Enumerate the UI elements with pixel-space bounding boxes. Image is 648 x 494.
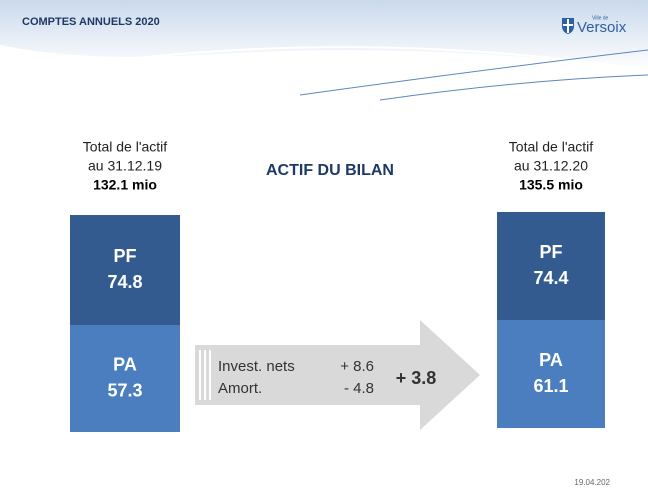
arrow-label: Amort. [218, 380, 262, 397]
header-curve [119, 46, 648, 71]
box-name: PA [113, 354, 137, 374]
logo: Versoix [577, 19, 627, 36]
box-name: PA [539, 350, 563, 370]
arrow-label: Invest. nets [218, 358, 295, 375]
box-name: PF [113, 246, 136, 266]
header-title: COMPTES ANNUELS 2020 [22, 16, 160, 28]
arrow-value: - 4.8 [344, 380, 374, 397]
total-label: Total de l'actif [83, 139, 167, 155]
total-date: au 31.12.19 [88, 158, 162, 174]
total-date: au 31.12.20 [514, 158, 588, 174]
box-value: 57.3 [107, 380, 142, 400]
balance-box [497, 320, 605, 428]
box-value: 74.4 [533, 268, 568, 288]
box-name: PF [539, 242, 562, 262]
box-value: 74.8 [107, 272, 142, 292]
balance-box [497, 212, 605, 320]
arrow-value: + 8.6 [340, 358, 374, 375]
header-curve [379, 74, 648, 101]
logo-cross [563, 19, 573, 33]
total-label: Total de l'actif [509, 139, 593, 155]
header-curve [299, 49, 648, 96]
box-value: 61.1 [533, 376, 568, 396]
balance-box [70, 325, 180, 432]
logo-small: Ville de [592, 15, 609, 21]
slide-title: ACTIF DU BILAN [266, 162, 394, 179]
arrow-stripes [199, 350, 211, 400]
arrow [195, 320, 480, 430]
header-band [0, 0, 648, 70]
total-value: 135.5 mio [519, 177, 583, 193]
balance-box [70, 215, 180, 325]
total-value: 132.1 mio [93, 177, 157, 193]
footer-date: 19.04.202 [574, 478, 610, 487]
arrow-result: + 3.8 [396, 368, 437, 388]
